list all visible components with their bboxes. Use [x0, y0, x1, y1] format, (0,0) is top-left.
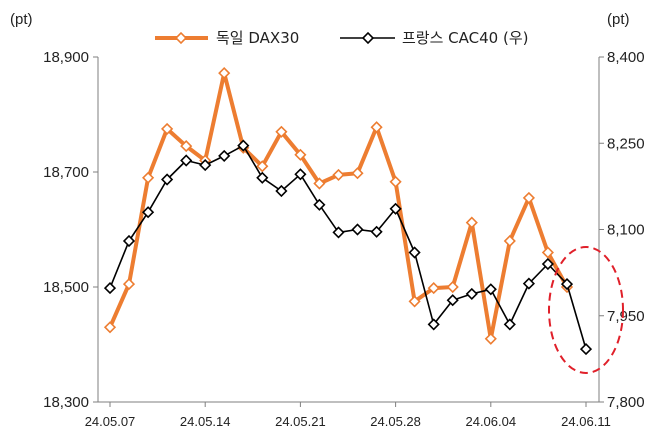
data-point — [465, 287, 478, 300]
data-point — [541, 257, 554, 271]
data-point — [142, 171, 155, 184]
data-point — [256, 171, 269, 184]
series-dax30 — [103, 67, 574, 345]
x-tick-label: 24.05.28 — [370, 414, 421, 429]
right-tick-label: 8,400 — [607, 49, 645, 66]
data-point — [541, 246, 554, 259]
data-point — [370, 225, 383, 238]
series-layer — [103, 67, 593, 356]
right-tick-label: 8,100 — [607, 222, 645, 239]
data-point — [484, 283, 497, 296]
data-point — [408, 246, 421, 259]
highlight-ellipse — [548, 246, 624, 374]
data-point — [408, 295, 421, 308]
data-point — [351, 167, 364, 180]
data-point — [522, 191, 535, 204]
data-point — [484, 332, 497, 345]
data-point — [275, 125, 288, 138]
data-point — [503, 318, 516, 331]
data-point — [389, 202, 402, 215]
series-line — [109, 144, 587, 350]
series-cac40 — [103, 139, 593, 356]
data-point — [332, 168, 345, 181]
data-point — [256, 160, 269, 173]
x-tick-label: 24.06.11 — [561, 414, 611, 429]
data-point — [218, 67, 231, 80]
data-point — [142, 206, 155, 219]
data-point — [446, 294, 459, 307]
right-tick-label: 7,950 — [607, 308, 645, 325]
data-point — [294, 168, 307, 181]
legend-entry-dax30: 독일 DAX30 — [216, 29, 299, 47]
data-point — [446, 280, 459, 294]
data-point — [465, 216, 478, 229]
right-axis-unit: (pt) — [607, 11, 630, 28]
data-point — [122, 234, 136, 248]
x-tick-label: 24.05.21 — [275, 414, 326, 429]
data-point — [560, 278, 574, 291]
data-point — [122, 278, 136, 291]
right-tick-label: 8,250 — [607, 135, 645, 152]
left-tick-label: 18,900 — [43, 49, 89, 66]
series-line — [108, 71, 569, 341]
data-point — [503, 234, 516, 248]
data-point — [275, 184, 288, 198]
legend-entry-cac40: 프랑스 CAC40 (우) — [402, 29, 528, 47]
data-point — [427, 282, 440, 295]
data-point — [313, 198, 326, 211]
data-point — [103, 321, 117, 334]
x-tick-label: 24.05.07 — [85, 414, 136, 429]
data-point — [199, 159, 212, 172]
data-point — [427, 318, 440, 331]
x-tick-label: 24.06.04 — [465, 414, 516, 429]
data-point — [294, 148, 307, 161]
data-point — [389, 175, 402, 188]
x-axis-ticks: 24.05.07 24.05.14 24.05.21 24.05.28 24.06.04… — [85, 402, 611, 429]
left-axis-unit: (pt) — [10, 11, 33, 28]
right-tick-label: 7,800 — [607, 394, 645, 411]
left-tick-label: 18,700 — [43, 164, 89, 181]
x-tick-label: 24.05.14 — [180, 414, 231, 429]
right-axis-ticks: 7,800 7,950 8,100 8,250 8,400 — [599, 49, 645, 411]
data-point — [218, 149, 231, 162]
left-tick-label: 18,300 — [43, 394, 89, 411]
data-point — [103, 282, 117, 295]
data-point — [522, 277, 535, 290]
left-axis-ticks: 18,300 18,500 18,700 18,900 — [43, 49, 98, 411]
legend-marker-dax30 — [174, 31, 188, 45]
data-point — [237, 139, 250, 152]
data-point — [161, 173, 174, 186]
data-point — [370, 121, 383, 134]
data-point — [351, 223, 364, 236]
data-point — [180, 154, 193, 167]
data-point — [579, 343, 593, 356]
data-point — [180, 140, 193, 153]
data-point — [161, 122, 174, 135]
data-point — [332, 226, 345, 239]
legend-marker-cac40 — [361, 31, 375, 45]
left-tick-label: 18,500 — [43, 279, 89, 296]
legend: 독일 DAX30 프랑스 CAC40 (우) — [155, 29, 528, 47]
data-point — [313, 177, 326, 190]
